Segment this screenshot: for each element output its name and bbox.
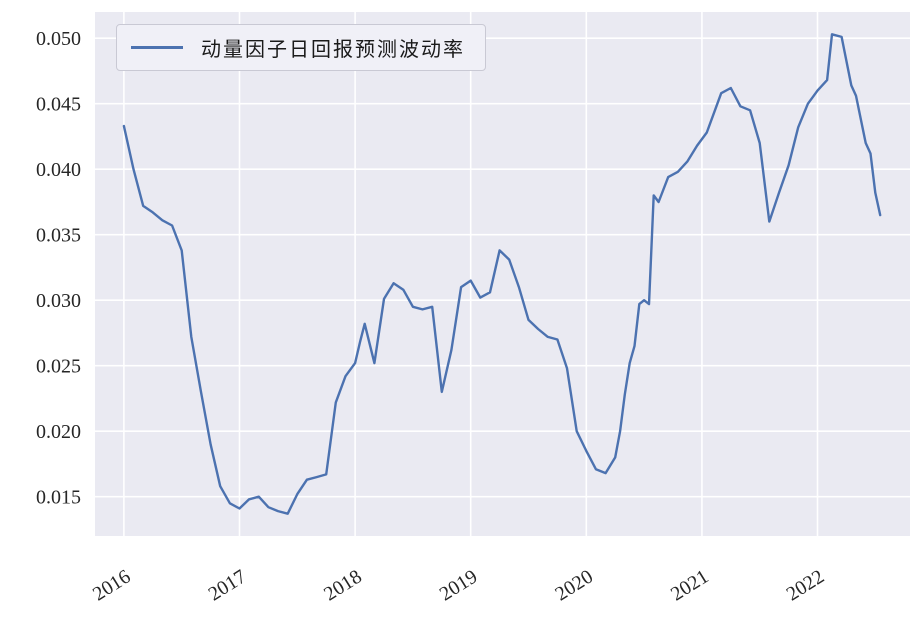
legend-line-icon [131,46,183,49]
x-tick-label: 2021 [667,566,713,606]
x-tick-label: 2019 [436,566,482,606]
y-tick-label: 0.020 [36,421,81,443]
y-tick-label: 0.025 [36,356,81,378]
y-tick-label: 0.035 [36,225,81,247]
series-line [122,33,882,515]
y-tick-label: 0.050 [36,28,81,50]
x-tick-label: 2020 [551,566,597,606]
plot-area [95,12,910,536]
chart-legend: 动量因子日回报预测波动率 [116,24,486,71]
x-tick-label: 2016 [89,566,135,606]
legend-label: 动量因子日回报预测波动率 [201,39,465,61]
x-tick-label: 2017 [205,566,251,606]
x-tick-label: 2018 [320,566,366,606]
y-tick-label: 0.030 [36,290,81,312]
x-tick-label: 2022 [783,566,829,606]
y-tick-label: 0.045 [36,94,81,116]
y-tick-label: 0.015 [36,487,81,509]
y-tick-label: 0.040 [36,159,81,181]
